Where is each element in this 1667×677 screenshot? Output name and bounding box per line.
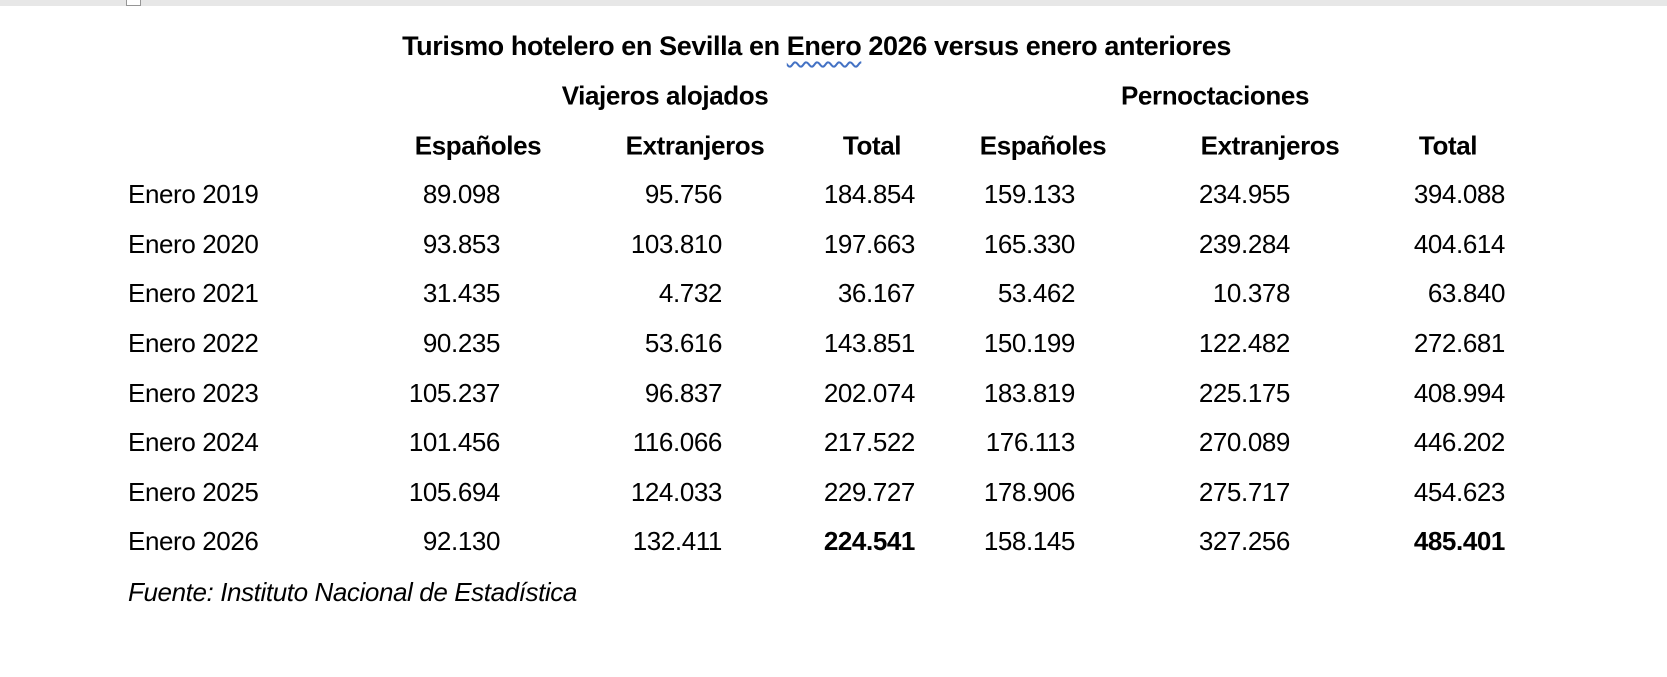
- table-body: Enero 2019 89.098 95.756 184.854 159.133…: [128, 170, 1505, 567]
- cell-pernoctaciones-extranjeros: 270.089: [1198, 427, 1291, 458]
- cell-pernoctaciones-extranjeros: 239.284: [1198, 228, 1291, 259]
- row-year-label: Enero 2025: [128, 476, 259, 507]
- table-group-header-row: Viajeros alojados Pernoctaciones: [128, 71, 1505, 121]
- cell-pernoctaciones-extranjeros: 275.717: [1198, 476, 1291, 507]
- cell-viajeros-espanoles: 90.235: [422, 328, 501, 359]
- group-header-viajeros-alojados: Viajeros alojados: [561, 80, 769, 111]
- cell-pernoctaciones-espanoles: 150.199: [983, 328, 1076, 359]
- table-row: Enero 2025 105.694 124.033 229.727 178.9…: [128, 468, 1505, 518]
- cell-pernoctaciones-total: 394.088: [1413, 179, 1506, 210]
- cell-pernoctaciones-total: 446.202: [1413, 427, 1506, 458]
- cell-pernoctaciones-espanoles: 165.330: [983, 228, 1076, 259]
- cell-pernoctaciones-espanoles: 178.906: [983, 476, 1076, 507]
- cell-viajeros-total: 197.663: [823, 228, 916, 259]
- cell-viajeros-extranjeros: 53.616: [644, 328, 723, 359]
- table-row: Enero 2023 105.237 96.837 202.074 183.81…: [128, 368, 1505, 418]
- cell-pernoctaciones-espanoles: 176.113: [985, 427, 1076, 458]
- cell-viajeros-extranjeros: 124.033: [630, 476, 723, 507]
- cell-viajeros-extranjeros: 96.837: [644, 377, 723, 408]
- cell-viajeros-total: 229.727: [823, 476, 916, 507]
- cell-pernoctaciones-espanoles: 53.462: [997, 278, 1076, 309]
- cell-pernoctaciones-extranjeros: 122.482: [1198, 328, 1291, 359]
- cell-pernoctaciones-total: 63.840: [1427, 278, 1506, 309]
- title-prefix: Turismo hotelero en Sevilla en: [402, 31, 787, 61]
- cell-pernoctaciones-total: 408.994: [1413, 377, 1506, 408]
- table-column-header-row: Españoles Extranjeros Total Españoles Ex…: [128, 121, 1505, 170]
- cell-viajeros-extranjeros: 4.732: [658, 278, 722, 309]
- table-row: Enero 2021 31.435 4.732 36.167 53.462 10…: [128, 269, 1505, 319]
- cell-viajeros-total: 143.851: [823, 328, 916, 359]
- document-page: Turismo hotelero en Sevilla en Enero 202…: [128, 6, 1505, 617]
- title-suffix: 2026 versus enero anteriores: [861, 31, 1231, 61]
- row-year-label: Enero 2026: [128, 526, 259, 557]
- column-header-viajeros-total: Total: [842, 130, 902, 160]
- cell-pernoctaciones-extranjeros: 327.256: [1198, 526, 1291, 557]
- table-row: Enero 2022 90.235 53.616 143.851 150.199…: [128, 319, 1505, 369]
- cell-viajeros-total: 224.541: [823, 526, 916, 557]
- column-header-viajeros-espanoles: Españoles: [414, 130, 542, 160]
- cell-viajeros-espanoles: 101.456: [408, 427, 501, 458]
- cell-viajeros-espanoles: 89.098: [422, 179, 501, 210]
- row-year-label: Enero 2019: [128, 179, 259, 210]
- table-row: Enero 2020 93.853 103.810 197.663 165.33…: [128, 220, 1505, 270]
- row-year-label: Enero 2022: [128, 328, 259, 359]
- cell-viajeros-extranjeros: 116.066: [632, 427, 723, 458]
- row-year-label: Enero 2021: [128, 278, 259, 309]
- cell-viajeros-total: 217.522: [823, 427, 916, 458]
- cell-pernoctaciones-espanoles: 158.145: [983, 526, 1076, 557]
- cell-viajeros-extranjeros: 103.810: [630, 228, 723, 259]
- cell-viajeros-espanoles: 93.853: [422, 228, 501, 259]
- window-chrome-strip: [0, 0, 1667, 6]
- cell-pernoctaciones-espanoles: 183.819: [983, 377, 1076, 408]
- table-row: Enero 2026 92.130 132.411 224.541 158.14…: [128, 517, 1505, 567]
- table-row: Enero 2019 89.098 95.756 184.854 159.133…: [128, 170, 1505, 220]
- group-header-pernoctaciones: Pernoctaciones: [1120, 80, 1310, 111]
- cell-viajeros-espanoles: 105.694: [408, 476, 501, 507]
- cell-viajeros-extranjeros: 95.756: [644, 179, 723, 210]
- cell-pernoctaciones-extranjeros: 225.175: [1198, 377, 1291, 408]
- source-note: Fuente: Instituto Nacional de Estadístic…: [128, 576, 577, 607]
- column-header-pernoctaciones-espanoles: Españoles: [979, 130, 1107, 160]
- cell-pernoctaciones-total: 485.401: [1413, 526, 1506, 557]
- column-header-pernoctaciones-extranjeros: Extranjeros: [1200, 130, 1340, 160]
- page-top-marker: [126, 0, 141, 6]
- cell-pernoctaciones-extranjeros: 10.378: [1212, 278, 1291, 309]
- cell-viajeros-total: 184.854: [823, 179, 916, 210]
- spellcheck-flagged-word: Enero: [786, 31, 862, 61]
- cell-pernoctaciones-total: 454.623: [1413, 476, 1506, 507]
- cell-viajeros-total: 36.167: [837, 278, 916, 309]
- cell-viajeros-espanoles: 105.237: [408, 377, 501, 408]
- document-title: Turismo hotelero en Sevilla en Enero 202…: [128, 21, 1505, 71]
- cell-pernoctaciones-extranjeros: 234.955: [1198, 179, 1291, 210]
- cell-viajeros-extranjeros: 132.411: [632, 526, 723, 557]
- row-year-label: Enero 2023: [128, 377, 259, 408]
- column-header-viajeros-extranjeros: Extranjeros: [625, 130, 765, 160]
- cell-pernoctaciones-espanoles: 159.133: [983, 179, 1076, 210]
- cell-viajeros-espanoles: 92.130: [422, 526, 501, 557]
- column-header-pernoctaciones-total: Total: [1418, 130, 1478, 160]
- cell-viajeros-total: 202.074: [823, 377, 916, 408]
- row-year-label: Enero 2020: [128, 228, 259, 259]
- table-row: Enero 2024 101.456 116.066 217.522 176.1…: [128, 418, 1505, 468]
- cell-pernoctaciones-total: 404.614: [1413, 228, 1506, 259]
- cell-pernoctaciones-total: 272.681: [1413, 328, 1506, 359]
- row-year-label: Enero 2024: [128, 427, 259, 458]
- cell-viajeros-espanoles: 31.435: [422, 278, 501, 309]
